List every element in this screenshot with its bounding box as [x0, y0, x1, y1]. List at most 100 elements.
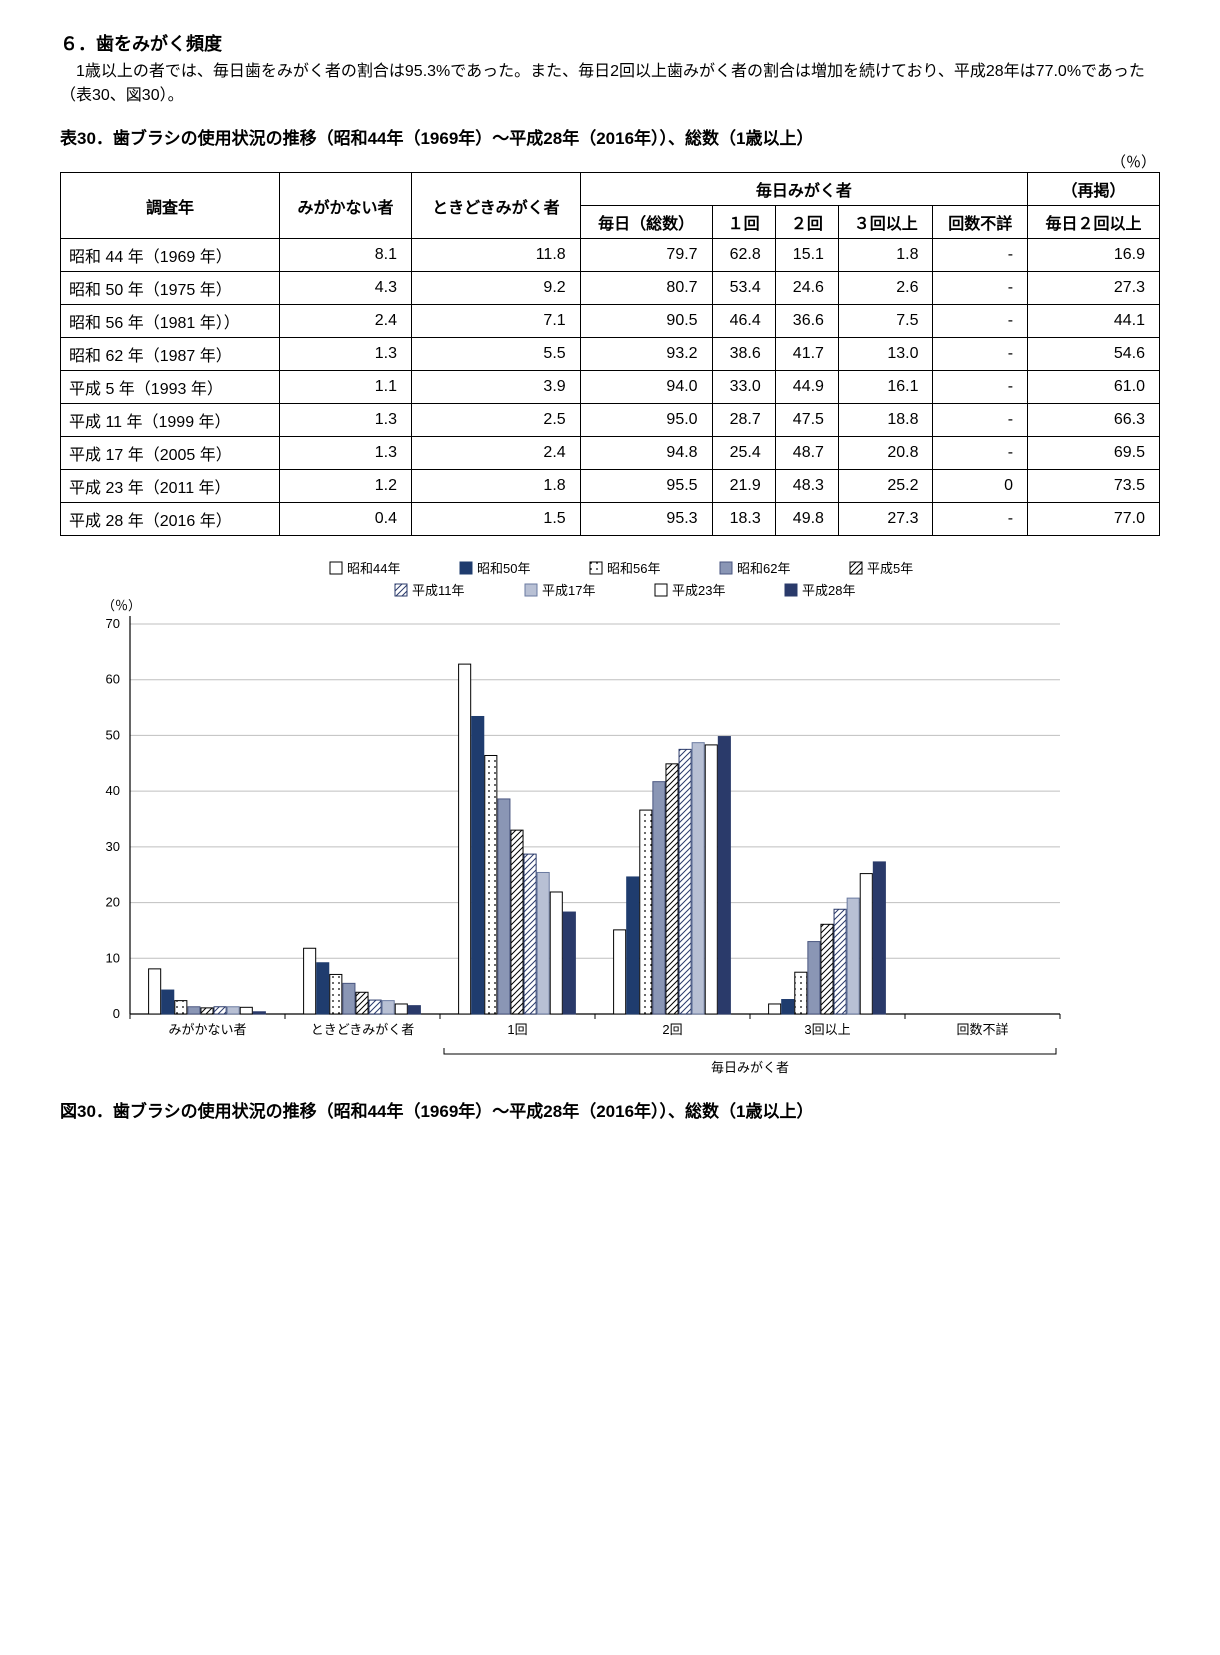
- col-daily-total: 毎日（総数）: [580, 206, 712, 239]
- table-cell: 79.7: [580, 239, 712, 272]
- table-cell: 61.0: [1028, 371, 1160, 404]
- table-cell: 69.5: [1028, 437, 1160, 470]
- table30: 調査年 みがかない者 ときどきみがく者 毎日みがく者 （再掲） 毎日（総数） １…: [60, 172, 1160, 536]
- table30-title: 表30．歯ブラシの使用状況の推移（昭和44年（1969年）～平成28年（2016…: [60, 124, 1160, 149]
- bar: [395, 1004, 407, 1014]
- bar: [653, 782, 665, 1014]
- legend-label: 平成23年: [672, 583, 725, 598]
- table-cell: 7.5: [838, 305, 933, 338]
- table-cell: 18.8: [838, 404, 933, 437]
- bar: [459, 664, 471, 1014]
- table-cell: 昭和 44 年（1969 年）: [61, 239, 280, 272]
- svg-text:みがかない者: みがかない者: [168, 1022, 246, 1037]
- table-cell: 77.0: [1028, 503, 1160, 536]
- table-row: 平成 5 年（1993 年）1.13.994.033.044.916.1-61.…: [61, 371, 1160, 404]
- table-row: 昭和 62 年（1987 年）1.35.593.238.641.713.0-54…: [61, 338, 1160, 371]
- table-row: 平成 17 年（2005 年）1.32.494.825.448.720.8-69…: [61, 437, 1160, 470]
- col-once: １回: [712, 206, 775, 239]
- table-cell: 0.4: [280, 503, 412, 536]
- table-cell: 27.3: [1028, 272, 1160, 305]
- bar: [550, 892, 562, 1014]
- table-cell: 0: [933, 470, 1028, 503]
- bar: [188, 1007, 200, 1014]
- bar: [472, 716, 484, 1014]
- table-cell: 平成 11 年（1999 年）: [61, 404, 280, 437]
- table-cell: 13.0: [838, 338, 933, 371]
- legend-swatch: [330, 562, 342, 574]
- table-cell: 27.3: [838, 503, 933, 536]
- table-cell: 昭和 62 年（1987 年）: [61, 338, 280, 371]
- figure30-title: 図30．歯ブラシの使用状況の推移（昭和44年（1969年）～平成28年（2016…: [60, 1097, 1160, 1122]
- table30-unit-label: （％）: [60, 151, 1160, 172]
- table-cell: 15.1: [775, 239, 838, 272]
- bar: [705, 745, 717, 1014]
- bar: [821, 924, 833, 1014]
- table-cell: 2.4: [412, 437, 581, 470]
- table-cell: -: [933, 272, 1028, 305]
- bar: [227, 1007, 239, 1014]
- table-cell: 1.1: [280, 371, 412, 404]
- table-cell: 38.6: [712, 338, 775, 371]
- svg-text:70: 70: [106, 616, 120, 631]
- legend-swatch: [785, 584, 797, 596]
- legend-label: 昭和50年: [477, 561, 530, 576]
- legend-swatch: [850, 562, 862, 574]
- svg-text:10: 10: [106, 950, 120, 965]
- table-cell: 3.9: [412, 371, 581, 404]
- bar: [808, 942, 820, 1014]
- table-cell: -: [933, 338, 1028, 371]
- col-sometimes: ときどきみがく者: [412, 173, 581, 239]
- table-cell: 66.3: [1028, 404, 1160, 437]
- svg-text:20: 20: [106, 895, 120, 910]
- bar: [679, 749, 691, 1014]
- bar: [408, 1006, 420, 1014]
- table-cell: 46.4: [712, 305, 775, 338]
- legend-swatch: [460, 562, 472, 574]
- svg-text:0: 0: [113, 1006, 120, 1021]
- table-cell: 62.8: [712, 239, 775, 272]
- table-cell: 5.5: [412, 338, 581, 371]
- table-cell: 54.6: [1028, 338, 1160, 371]
- bar: [330, 974, 342, 1014]
- svg-text:（％）: （％）: [102, 598, 141, 613]
- bar: [537, 872, 549, 1014]
- table-cell: 95.3: [580, 503, 712, 536]
- svg-text:回数不詳: 回数不詳: [956, 1022, 1008, 1037]
- table-cell: 18.3: [712, 503, 775, 536]
- section-heading: ６．歯をみがく頻度: [60, 30, 1160, 56]
- bar: [149, 969, 161, 1014]
- legend-label: 平成11年: [412, 583, 465, 598]
- table-cell: 20.8: [838, 437, 933, 470]
- table-row: 昭和 44 年（1969 年）8.111.879.762.815.11.8-16…: [61, 239, 1160, 272]
- table-cell: 1.3: [280, 404, 412, 437]
- bar: [524, 854, 536, 1014]
- bar: [498, 799, 510, 1014]
- table-cell: 44.1: [1028, 305, 1160, 338]
- table-cell: 33.0: [712, 371, 775, 404]
- table-cell: 平成 28 年（2016 年）: [61, 503, 280, 536]
- legend-label: 平成28年: [802, 583, 855, 598]
- table-cell: 1.2: [280, 470, 412, 503]
- table-cell: 16.1: [838, 371, 933, 404]
- table-row: 昭和 56 年（1981 年））2.47.190.546.436.67.5-44…: [61, 305, 1160, 338]
- bar: [563, 912, 575, 1014]
- table-cell: 1.3: [280, 437, 412, 470]
- bar: [304, 948, 316, 1014]
- table-row: 平成 11 年（1999 年）1.32.595.028.747.518.8-66…: [61, 404, 1160, 437]
- table-cell: 47.5: [775, 404, 838, 437]
- bar: [860, 874, 872, 1014]
- table-cell: 1.5: [412, 503, 581, 536]
- table-cell: -: [933, 371, 1028, 404]
- legend-label: 平成5年: [867, 561, 913, 576]
- bar: [201, 1008, 213, 1014]
- svg-text:1回: 1回: [507, 1022, 527, 1037]
- bar: [214, 1007, 226, 1014]
- table-cell: 8.1: [280, 239, 412, 272]
- table-cell: 2.4: [280, 305, 412, 338]
- col-three-plus: ３回以上: [838, 206, 933, 239]
- legend-swatch: [655, 584, 667, 596]
- bar: [873, 862, 885, 1014]
- bar: [640, 810, 652, 1014]
- svg-text:ときどきみがく者: ときどきみがく者: [311, 1022, 415, 1037]
- table-cell: 昭和 56 年（1981 年））: [61, 305, 280, 338]
